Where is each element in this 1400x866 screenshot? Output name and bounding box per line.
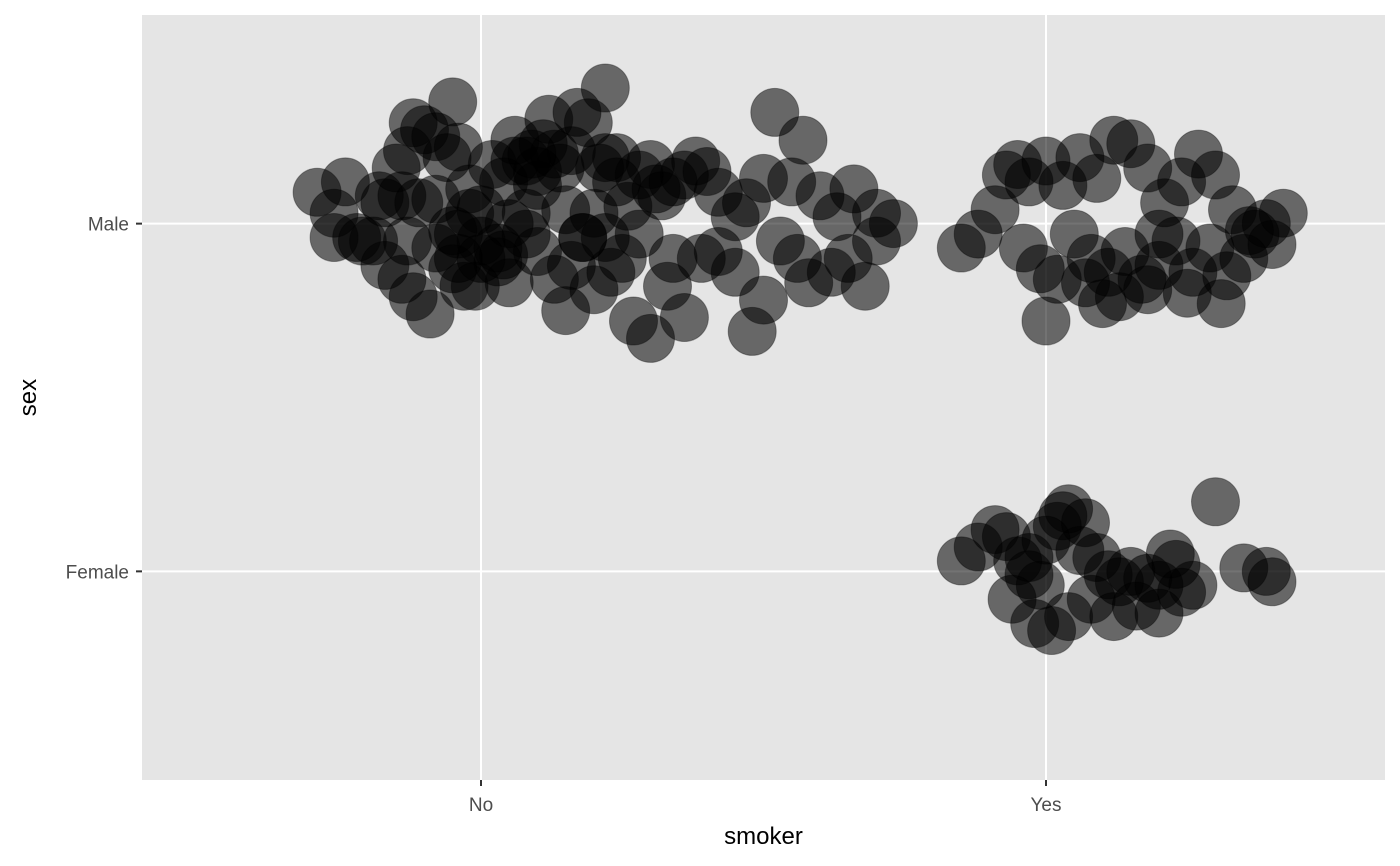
data-point	[648, 233, 698, 283]
data-point	[592, 157, 642, 207]
data-point	[507, 129, 557, 179]
x-tick-label: Yes	[1031, 795, 1062, 816]
data-point	[1021, 296, 1071, 346]
data-points	[292, 63, 1308, 655]
data-point	[405, 289, 455, 339]
y-tick-label: Male	[88, 215, 129, 236]
data-point	[852, 216, 901, 266]
data-point	[1145, 529, 1195, 579]
data-point	[1061, 258, 1110, 308]
data-point	[1191, 477, 1240, 527]
data-point	[1196, 279, 1246, 329]
data-point	[614, 209, 664, 259]
data-point	[840, 261, 890, 311]
data-point	[1247, 557, 1297, 607]
data-point	[659, 293, 709, 342]
data-point	[739, 275, 788, 325]
data-point	[1247, 220, 1297, 269]
data-point	[450, 261, 500, 311]
x-tick-label: No	[469, 795, 493, 816]
data-point	[778, 115, 828, 165]
y-tick-label: Female	[66, 562, 129, 583]
data-point	[541, 286, 591, 336]
data-point	[580, 63, 630, 113]
data-point	[1134, 209, 1184, 259]
data-point	[428, 77, 478, 127]
y-axis-title: sex	[15, 379, 42, 416]
data-point	[1123, 265, 1173, 315]
data-point	[1038, 491, 1088, 541]
data-point	[349, 216, 399, 266]
axes: No Yes Female Male	[66, 215, 1062, 816]
x-axis-title: smoker	[724, 823, 803, 850]
